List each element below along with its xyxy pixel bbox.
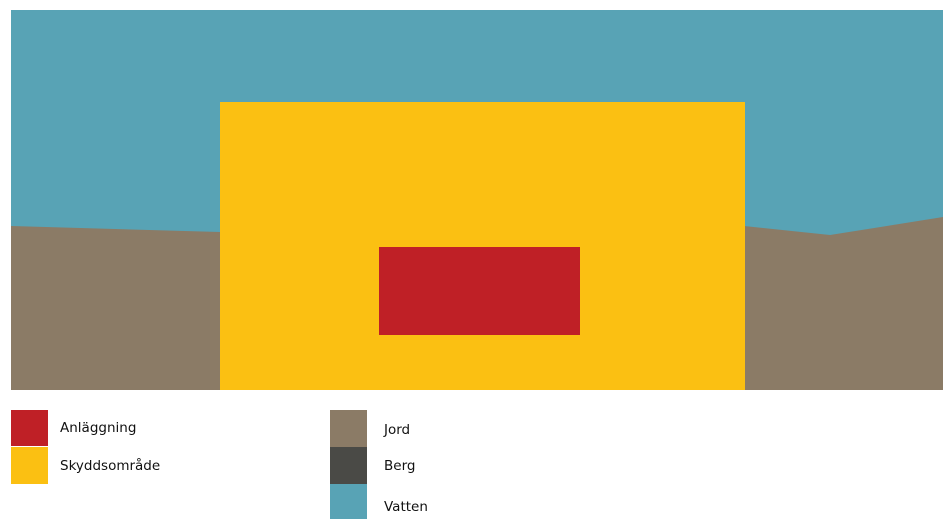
cross-section	[11, 10, 943, 390]
legend-item-anlaggning: Anläggning	[11, 410, 136, 446]
legend-item-skyddsomrade: Skyddsområde	[11, 447, 160, 484]
legend-swatch-vatten	[330, 484, 367, 519]
legend-swatch-berg	[330, 447, 367, 484]
soil-layer-right	[744, 217, 943, 390]
legend-label-anlaggning: Anläggning	[60, 420, 136, 436]
legend-swatch-anlaggning	[11, 410, 48, 446]
legend-label-vatten: Vatten	[384, 499, 428, 515]
soil-layer-left	[11, 226, 220, 390]
legend-label-skyddsomrade: Skyddsområde	[60, 457, 160, 474]
legend: Anläggning Skyddsområde Jord Berg Vatten	[11, 410, 428, 519]
facility	[379, 247, 580, 335]
legend-swatch-skyddsomrade	[11, 447, 48, 484]
legend-swatch-jord	[330, 410, 367, 447]
protection-zone	[220, 102, 745, 390]
legend-label-jord: Jord	[383, 422, 410, 438]
legend-label-berg: Berg	[384, 458, 415, 474]
legend-item-berg: Berg	[330, 447, 415, 484]
legend-item-jord: Jord	[330, 410, 410, 447]
legend-item-vatten: Vatten	[330, 484, 428, 519]
